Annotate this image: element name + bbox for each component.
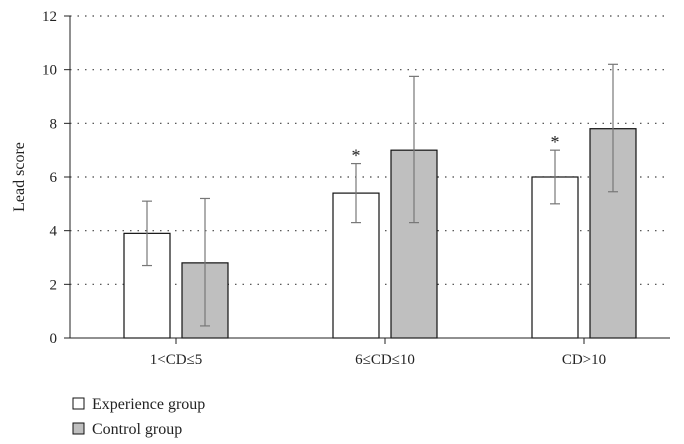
y-tick-label: 8	[50, 116, 58, 132]
x-tick-label: 6≤CD≤10	[355, 352, 415, 368]
legend: Experience group Control group	[72, 396, 205, 438]
y-tick-label: 12	[42, 9, 57, 25]
y-tick-label: 4	[50, 224, 58, 240]
y-axis-title: Lead score	[11, 142, 28, 212]
bars: **	[123, 63, 637, 339]
x-tick-label: 1<CD≤5	[150, 352, 203, 368]
legend-label: Experience group	[92, 396, 205, 413]
significance-mark: *	[551, 132, 560, 152]
legend-label: Control group	[92, 421, 182, 438]
y-axis: 0 2 4 6 8 10 12	[42, 9, 71, 347]
y-tick-label: 10	[42, 63, 57, 79]
y-tick-label: 0	[50, 331, 58, 347]
y-tick-label: 2	[50, 277, 58, 293]
x-axis: 1<CD≤5 6≤CD≤10 CD>10	[70, 337, 670, 368]
x-tick-label: CD>10	[562, 352, 606, 368]
y-tick-label: 6	[50, 170, 58, 186]
legend-swatch	[72, 422, 85, 435]
significance-mark: *	[352, 146, 361, 166]
legend-swatch	[72, 397, 85, 410]
